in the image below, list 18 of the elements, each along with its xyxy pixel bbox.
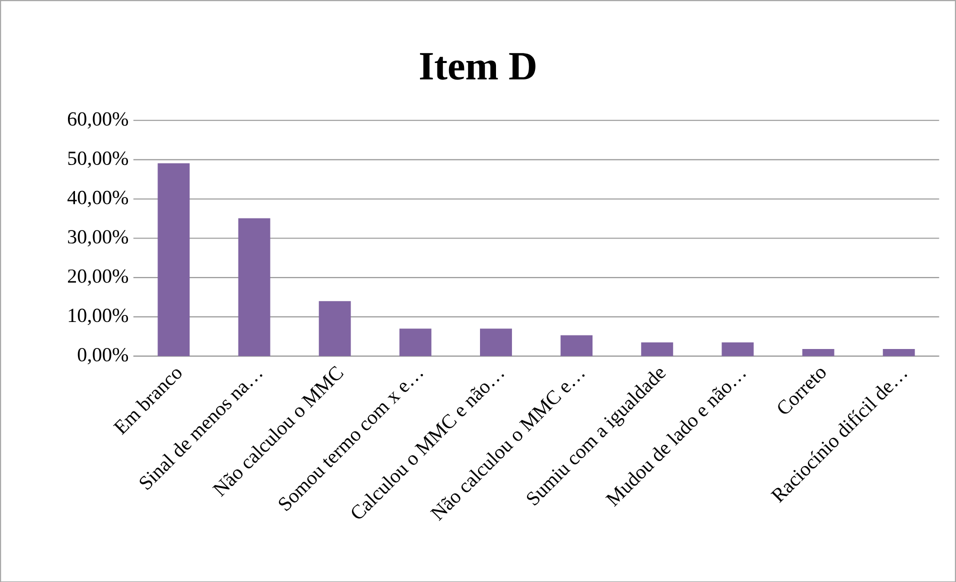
y-tick-label: 60,00%: [68, 112, 128, 128]
y-tick-label: 50,00%: [68, 151, 128, 168]
y-tick-label: 30,00%: [68, 230, 128, 246]
bar: [802, 348, 834, 356]
bar: [318, 300, 351, 356]
chart-title: Item D: [420, 52, 536, 80]
bar: [399, 328, 432, 356]
bar: [641, 342, 674, 356]
bar: [882, 348, 915, 356]
bar: [480, 328, 512, 356]
y-tick-label: 10,00%: [68, 308, 128, 325]
bar: [158, 163, 190, 356]
y-tick-label: 40,00%: [67, 190, 128, 207]
y-tick-label: 0,00%: [78, 348, 128, 364]
bar: [560, 335, 593, 356]
y-tick-label: 20,00%: [68, 269, 128, 286]
bar: [722, 342, 754, 356]
bar: [238, 218, 270, 356]
